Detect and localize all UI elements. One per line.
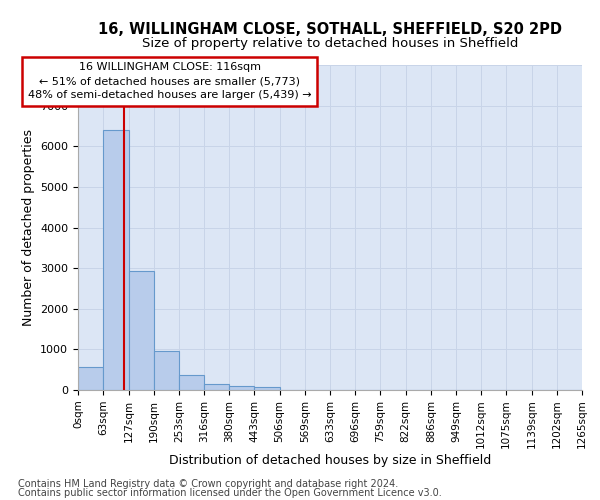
Text: 16, WILLINGHAM CLOSE, SOTHALL, SHEFFIELD, S20 2PD: 16, WILLINGHAM CLOSE, SOTHALL, SHEFFIELD… [98, 22, 562, 38]
Bar [154, 351, 179, 390]
Y-axis label: Number of detached properties: Number of detached properties [22, 129, 35, 326]
Text: Contains HM Land Registry data © Crown copyright and database right 2024.: Contains HM Land Registry data © Crown c… [18, 479, 398, 489]
Bar [103, 130, 128, 390]
Text: Size of property relative to detached houses in Sheffield: Size of property relative to detached ho… [142, 38, 518, 51]
Bar [229, 386, 254, 390]
Bar [179, 375, 204, 390]
Bar [128, 272, 154, 390]
Bar [204, 384, 229, 390]
X-axis label: Distribution of detached houses by size in Sheffield: Distribution of detached houses by size … [169, 454, 491, 467]
Text: 16 WILLINGHAM CLOSE: 116sqm
← 51% of detached houses are smaller (5,773)
48% of : 16 WILLINGHAM CLOSE: 116sqm ← 51% of det… [28, 62, 311, 100]
Bar [254, 388, 280, 390]
Bar [78, 366, 103, 390]
Text: Contains public sector information licensed under the Open Government Licence v3: Contains public sector information licen… [18, 488, 442, 498]
